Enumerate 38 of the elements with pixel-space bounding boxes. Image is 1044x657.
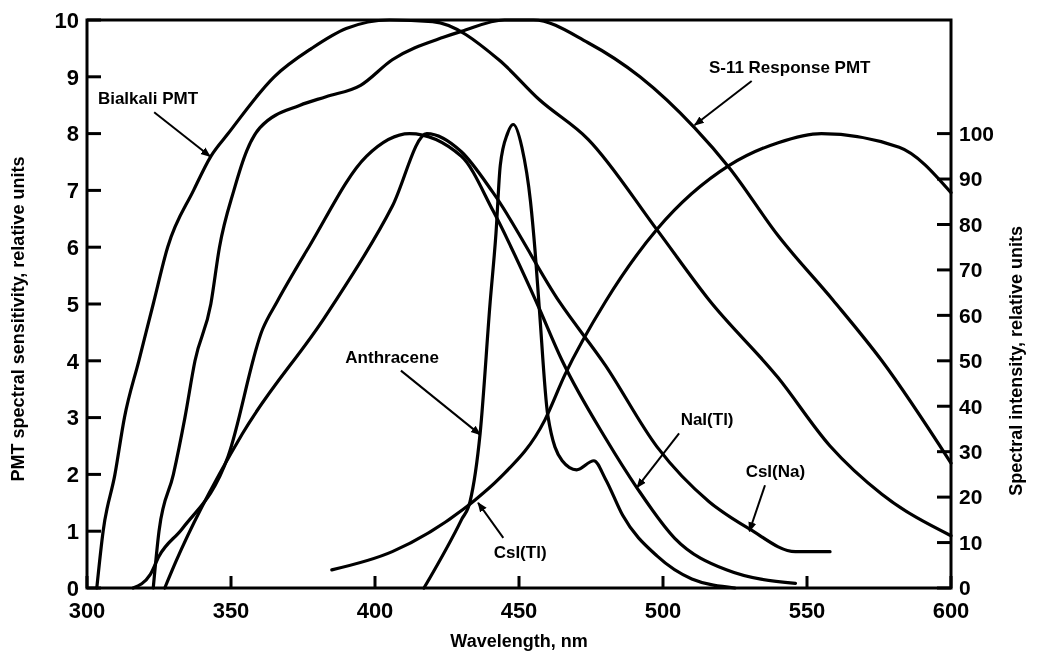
y2-tick-label: 0 <box>959 576 971 600</box>
x-tick-label: 350 <box>212 598 250 623</box>
y-tick-label: 5 <box>66 291 79 317</box>
y2-axis-title: Spectral intensity, relative units <box>1006 225 1026 496</box>
y2-tick-label: 90 <box>959 167 983 191</box>
y-tick-label: 3 <box>66 405 79 431</box>
annotation: Anthracene <box>345 347 439 367</box>
annotation: S-11 Response PMT <box>708 58 872 78</box>
y2-tick-label: 10 <box>959 530 983 554</box>
y-tick-label: 7 <box>66 178 79 204</box>
y2-tick-label: 50 <box>959 349 983 373</box>
y-axis-title: PMT spectral sensitivity, relative units <box>8 156 28 482</box>
x-tick-label: 550 <box>788 598 826 623</box>
x-tick-label: 450 <box>500 598 538 623</box>
annotation: CsI(Na) <box>745 462 806 482</box>
y2-tick-label: 20 <box>959 485 983 509</box>
y2-tick-label: 30 <box>959 440 983 464</box>
x-axis-title: Wavelength, nm <box>450 631 588 651</box>
y2-tick-label: 80 <box>959 212 983 236</box>
x-tick-label: 400 <box>356 598 394 623</box>
y-tick-label: 8 <box>66 121 79 147</box>
y-tick-label: 4 <box>66 348 80 374</box>
y-tick-label: 6 <box>66 234 79 260</box>
y2-tick-label: 60 <box>959 303 983 327</box>
y2-tick-label: 40 <box>959 394 983 418</box>
annotation: NaI(Tl) <box>680 410 734 430</box>
annotation: Bialkali PMT <box>97 89 199 109</box>
y-tick-label: 10 <box>54 7 79 33</box>
y2-tick-label: 100 <box>959 121 995 145</box>
annotation: CsI(Tl) <box>493 542 547 562</box>
y-tick-label: 0 <box>66 575 79 601</box>
y-tick-label: 9 <box>66 64 79 90</box>
y-tick-label: 1 <box>66 518 79 544</box>
x-tick-label: 600 <box>932 598 970 623</box>
y2-tick-label: 70 <box>959 258 983 282</box>
x-tick-label: 500 <box>644 598 682 623</box>
x-tick-label: 300 <box>68 598 106 623</box>
y-tick-label: 2 <box>66 462 79 488</box>
